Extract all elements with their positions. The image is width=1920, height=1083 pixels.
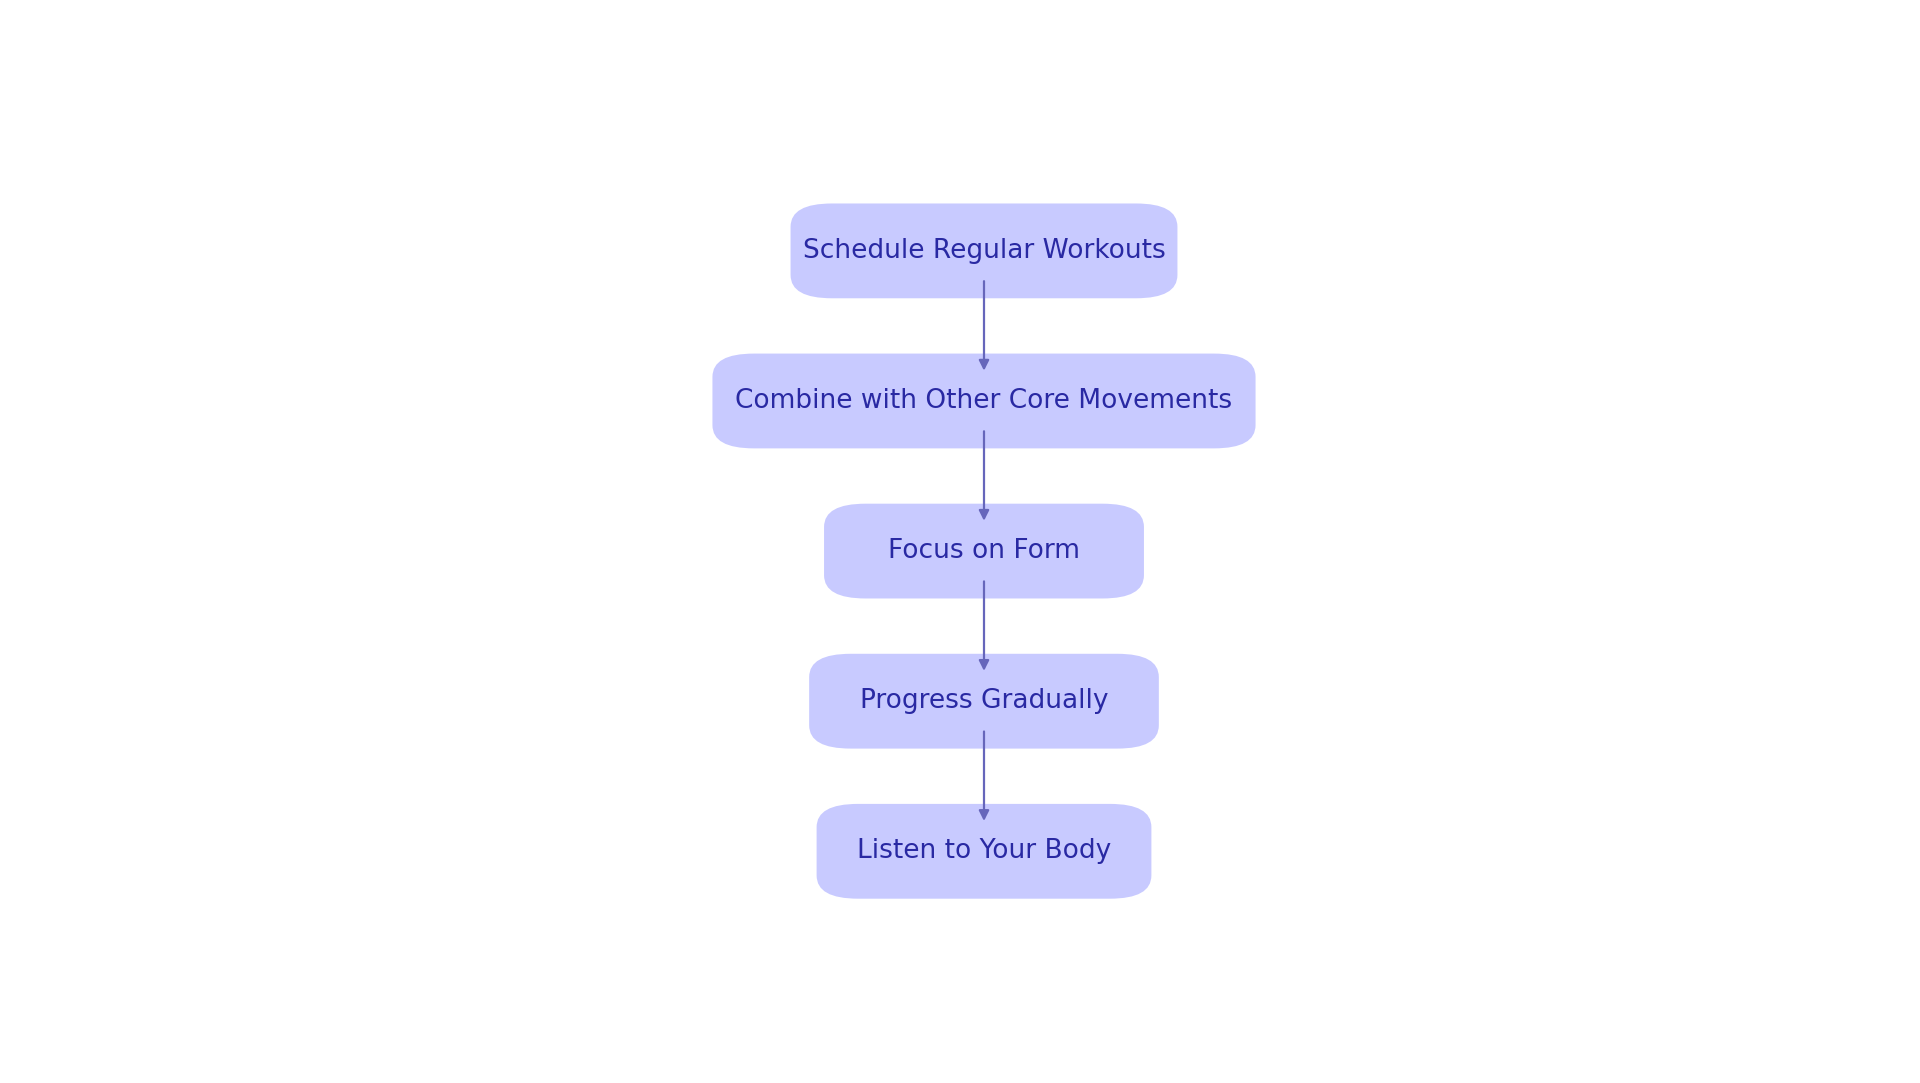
Text: Combine with Other Core Movements: Combine with Other Core Movements [735, 388, 1233, 414]
FancyBboxPatch shape [816, 804, 1152, 899]
Text: Focus on Form: Focus on Form [887, 538, 1079, 564]
FancyBboxPatch shape [808, 654, 1160, 748]
Text: Schedule Regular Workouts: Schedule Regular Workouts [803, 238, 1165, 264]
FancyBboxPatch shape [791, 204, 1177, 298]
FancyBboxPatch shape [712, 353, 1256, 448]
Text: Listen to Your Body: Listen to Your Body [856, 838, 1112, 864]
FancyBboxPatch shape [824, 504, 1144, 599]
Text: Progress Gradually: Progress Gradually [860, 688, 1108, 714]
